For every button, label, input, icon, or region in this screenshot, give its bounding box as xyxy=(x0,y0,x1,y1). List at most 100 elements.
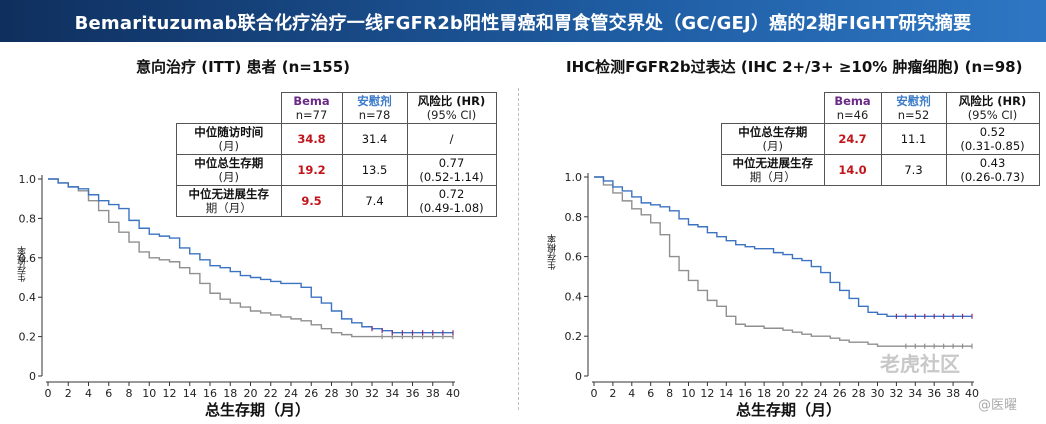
left-km-plot: 00.20.40.60.81.00 2 4 6 8 10 12 14 16 18 20 22 24 26 2… xyxy=(19,173,461,400)
left-table-bema-header: Bema n=77 xyxy=(280,92,343,124)
left-row-label: 中位总生存期 xyxy=(194,156,264,170)
right-x-tick-label: 4 xyxy=(628,387,635,400)
right-row-label: 中位无进展生存 xyxy=(732,156,814,170)
right-hr-table: Bema n=46 安慰剂 n=52 风险比 (HR) (95% CI) 中位总生存期… xyxy=(721,92,1040,186)
right-x-tick-label: 24 xyxy=(814,387,828,400)
left-y-tick-label: 0.2 xyxy=(19,331,37,344)
right-ci-value: (0.26-0.73) xyxy=(960,170,1025,184)
right-hr-label: 风险比 (HR) xyxy=(958,94,1027,108)
left-y-tick-label: 0.4 xyxy=(19,291,37,304)
right-table-row-pfs: 中位无进展生存 期（月） 14.0 7.3 0.43 (0.26-0.73) xyxy=(721,154,1040,186)
right-x-tick-label: 38 xyxy=(946,387,960,400)
right-y-tick-label: 0.6 xyxy=(565,251,583,264)
right-x-tick-label: 36 xyxy=(927,387,941,400)
right-y-tick-label: 0.2 xyxy=(565,330,583,343)
left-x-tick-label: 14 xyxy=(183,387,197,400)
watermark-main: 老虎社区 xyxy=(880,352,960,376)
left-x-tick-label: 8 xyxy=(126,387,133,400)
left-x-axis-label: 总生存期（月） xyxy=(205,401,311,419)
left-x-tick-label: 40 xyxy=(446,387,460,400)
left-table-row-pfs: 中位无进展生存 期（月） 9.5 7.4 0.72 (0.49-1.08) xyxy=(176,185,497,217)
right-table-row-os: 中位总生存期 (月) 24.7 11.1 0.52 (0.31-0.85) xyxy=(721,123,1040,155)
left-x-tick-label: 2 xyxy=(65,387,72,400)
right-anwei-n: n=52 xyxy=(897,108,930,122)
right-anwei-label: 安慰剂 xyxy=(896,94,931,108)
left-anwei-value: 13.5 xyxy=(341,154,408,186)
left-table-row-os: 中位总生存期 (月) 19.2 13.5 0.77 (0.52-1.14) xyxy=(176,154,497,186)
left-table-anwei-header: 安慰剂 n=78 xyxy=(341,92,408,124)
left-anwei-value: 31.4 xyxy=(341,123,408,155)
left-table-corner xyxy=(176,92,282,124)
right-x-tick-label: 22 xyxy=(795,387,809,400)
right-x-tick-label: 10 xyxy=(682,387,696,400)
header-title: Bemarituzumab联合化疗治疗一线FGFR2b阳性胃癌和胃食管交界处（G… xyxy=(74,13,972,34)
right-ci-value: (0.31-0.85) xyxy=(960,139,1025,153)
left-x-tick-label: 10 xyxy=(142,387,156,400)
right-x-tick-label: 28 xyxy=(852,387,866,400)
right-table-header-row: Bema n=46 安慰剂 n=52 风险比 (HR) (95% CI) xyxy=(721,92,1040,124)
left-x-tick-label: 30 xyxy=(345,387,359,400)
watermark-sub: @医曜 xyxy=(978,398,1018,413)
left-x-tick-label: 32 xyxy=(365,387,379,400)
left-bema-label: Bema xyxy=(293,94,330,108)
left-x-tick-label: 18 xyxy=(223,387,237,400)
left-y-tick-label: 1.0 xyxy=(19,173,37,186)
right-x-tick-label: 12 xyxy=(700,387,714,400)
right-hr-value: 0.43 xyxy=(979,156,1006,170)
right-x-tick-label: 8 xyxy=(666,387,673,400)
left-x-tick-label: 6 xyxy=(105,387,112,400)
left-x-tick-label: 4 xyxy=(85,387,92,400)
left-x-tick-label: 36 xyxy=(406,387,420,400)
left-anwei-value: 7.4 xyxy=(341,185,408,217)
right-table-corner xyxy=(721,92,825,124)
left-anwei-n: n=78 xyxy=(358,108,391,122)
left-x-tick-label: 24 xyxy=(284,387,298,400)
right-x-tick-label: 26 xyxy=(833,387,847,400)
right-bema-curve xyxy=(594,176,972,317)
panel-divider xyxy=(518,88,519,410)
left-hr-table: Bema n=77 安慰剂 n=78 风险比 (HR) (95% CI) 中位随访时间… xyxy=(176,92,497,217)
left-y-tick-label: 0.8 xyxy=(19,212,37,225)
left-ci-value: (0.52-1.14) xyxy=(419,170,484,184)
right-y-tick-label: 0.8 xyxy=(565,211,583,224)
right-row-label: 中位总生存期 xyxy=(738,125,808,139)
right-x-tick-label: 40 xyxy=(965,387,979,400)
left-x-tick-label: 22 xyxy=(264,387,278,400)
left-bema-value: 19.2 xyxy=(280,154,343,186)
right-x-tick-label: 30 xyxy=(871,387,885,400)
left-row-label: 中位无进展生存 xyxy=(188,187,270,201)
left-hr-value: 0.72 xyxy=(438,187,465,201)
left-hr-label: 风险比 (HR) xyxy=(417,94,486,108)
left-x-tick-label: 20 xyxy=(244,387,258,400)
right-row-unit: (月) xyxy=(762,139,783,153)
left-x-tick-label: 38 xyxy=(426,387,440,400)
right-table-anwei-header: 安慰剂 n=52 xyxy=(880,92,947,124)
left-panel-title: 意向治疗 (ITT) 患者 (n=155) xyxy=(136,58,351,76)
header-banner: Bemarituzumab联合化疗治疗一线FGFR2b阳性胃癌和胃食管交界处（G… xyxy=(0,0,1046,42)
left-x-tick-label: 28 xyxy=(325,387,339,400)
right-hr-ci-label: (95% CI) xyxy=(967,108,1018,122)
left-row-unit: (月) xyxy=(218,170,239,184)
right-x-tick-label: 6 xyxy=(647,387,654,400)
right-y-tick-label: 1.0 xyxy=(565,171,583,184)
left-bema-n: n=77 xyxy=(295,108,328,122)
right-y-tick-label: 0 xyxy=(575,370,582,383)
left-hr-value: / xyxy=(449,132,454,146)
right-x-tick-label: 20 xyxy=(776,387,790,400)
right-hr-value: 0.52 xyxy=(979,125,1006,139)
left-x-tick-label: 12 xyxy=(163,387,177,400)
left-placebo-curve xyxy=(48,178,453,338)
right-x-tick-label: 14 xyxy=(719,387,733,400)
left-anwei-label: 安慰剂 xyxy=(357,94,392,108)
left-y-tick-label: 0 xyxy=(29,370,36,383)
left-bema-value: 34.8 xyxy=(280,123,343,155)
right-bema-value: 14.0 xyxy=(823,154,882,186)
right-anwei-value: 7.3 xyxy=(880,154,947,186)
left-table-hr-header: 风险比 (HR) (95% CI) xyxy=(406,92,497,124)
right-x-tick-label: 32 xyxy=(889,387,903,400)
left-x-tick-label: 34 xyxy=(385,387,399,400)
right-placebo-curve xyxy=(594,176,972,347)
right-y-tick-label: 0.4 xyxy=(565,290,583,303)
left-x-tick-label: 16 xyxy=(203,387,217,400)
